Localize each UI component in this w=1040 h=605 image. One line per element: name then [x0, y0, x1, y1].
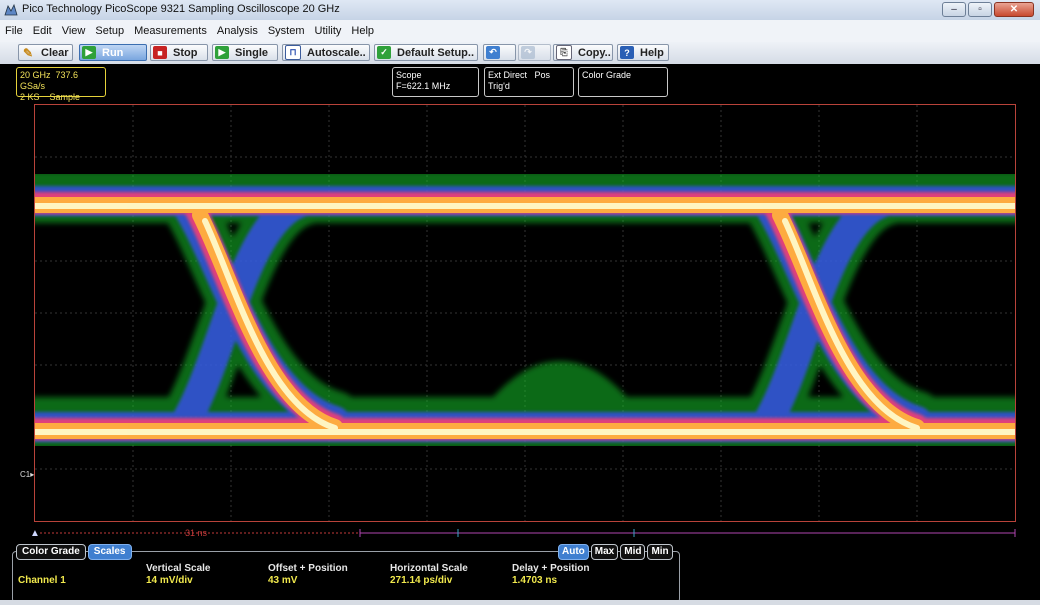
acq-mode-text: Sample	[49, 92, 81, 102]
offset-position-header: Offset + Position	[268, 563, 348, 574]
waveform-plot[interactable]	[34, 104, 1016, 522]
mode-max-button[interactable]: Max	[590, 544, 619, 560]
undo-icon: ↶	[486, 46, 500, 59]
horizontal-scale-value[interactable]: 271.14 ps/div	[390, 575, 453, 586]
mode-auto-button[interactable]: Auto	[558, 544, 589, 560]
delay-position-value[interactable]: 1.4703 ns	[512, 575, 558, 586]
stop-icon: ■	[153, 46, 167, 59]
window-bottom-border	[0, 600, 1040, 605]
menu-measurements[interactable]: Measurements	[134, 25, 207, 37]
window-title: Pico Technology PicoScope 9321 Sampling …	[22, 3, 340, 15]
help-label: Help	[640, 46, 664, 59]
grade-hot-layer	[35, 203, 1015, 435]
default-setup-label: Default Setup..	[397, 46, 475, 59]
title-bar: Pico Technology PicoScope 9321 Sampling …	[0, 0, 1040, 21]
menu-setup[interactable]: Setup	[95, 25, 125, 37]
bandwidth-text: 20 GHz	[20, 70, 51, 80]
scope-label: Scope	[396, 70, 422, 80]
redo-button[interactable]: ↷	[518, 44, 551, 61]
autoscale-button[interactable]: ⊓ Autoscale..	[282, 44, 370, 61]
help-button[interactable]: ? Help	[617, 44, 669, 61]
single-label: Single	[235, 46, 269, 59]
clear-label: Clear	[41, 46, 69, 59]
single-button[interactable]: ▶ Single	[212, 44, 278, 61]
trigger-status-box[interactable]: Ext Direct Pos Trig'd	[484, 67, 574, 97]
default-setup-button[interactable]: ✓ Default Setup..	[374, 44, 478, 61]
autoscale-label: Autoscale..	[307, 46, 366, 59]
mode-min-button[interactable]: Min	[647, 544, 673, 560]
menu-help[interactable]: Help	[351, 25, 375, 37]
record-length-text: 2 KS	[20, 92, 40, 102]
undo-button[interactable]: ↶	[483, 44, 516, 61]
copy-icon: ⎘	[556, 45, 572, 60]
menu-system[interactable]: System	[267, 25, 305, 37]
ruler-marker-label: 31 ns	[185, 528, 208, 538]
channel-marker-label: C1	[20, 470, 31, 479]
frequency-text: F=622.1 MHz	[396, 81, 451, 91]
menu-file[interactable]: File	[5, 25, 23, 37]
eye-diagram	[35, 105, 1015, 521]
status-bar: 20 GHz 737.6 GSa/s 2 KS Sample Scope F=6…	[0, 64, 1040, 102]
help-icon: ?	[620, 46, 634, 59]
trigger-slope-text: Pos	[534, 70, 551, 80]
broom-icon: ✎	[22, 45, 34, 60]
scope-display[interactable]: C1▸ ▲ 31 ns	[0, 102, 1040, 542]
channel-label[interactable]: Channel 1	[18, 575, 66, 586]
menu-bar: File Edit View Setup Measurements Analys…	[0, 20, 1040, 43]
stop-button[interactable]: ■ Stop	[150, 44, 208, 61]
menu-view[interactable]: View	[61, 25, 86, 37]
horizontal-scale-header: Horizontal Scale	[390, 563, 468, 574]
redo-icon: ↷	[521, 46, 535, 59]
menu-analysis[interactable]: Analysis	[216, 25, 258, 37]
scope-status-box[interactable]: Scope F=622.1 MHz	[392, 67, 479, 97]
trigger-source-text: Ext Direct	[488, 70, 528, 80]
tab-scales[interactable]: Scales	[87, 544, 132, 560]
display-mode-text: Color Grade	[582, 70, 632, 80]
picoscope-app-icon	[4, 3, 18, 16]
play-icon: ▶	[82, 46, 96, 59]
offset-position-value[interactable]: 43 mV	[268, 575, 298, 586]
stop-label: Stop	[173, 46, 198, 59]
single-step-icon: ▶	[215, 46, 229, 59]
trigger-state-text: Trig'd	[488, 81, 510, 91]
delay-position-header: Delay + Position	[512, 563, 590, 574]
copy-button[interactable]: ⎘ Copy..	[553, 44, 613, 61]
close-button[interactable]: ✕	[994, 2, 1034, 17]
run-button[interactable]: ▶ Run	[79, 44, 147, 61]
vertical-scale-value[interactable]: 14 mV/div	[146, 575, 193, 586]
timebase-ruler[interactable]: ▲ 31 ns	[30, 526, 1020, 540]
clear-button[interactable]: ✎ Clear	[18, 44, 73, 61]
copy-label: Copy..	[578, 46, 611, 59]
menu-edit[interactable]: Edit	[32, 25, 52, 37]
mode-mid-button[interactable]: Mid	[620, 544, 646, 560]
svg-text:▲: ▲	[30, 528, 40, 539]
run-label: Run	[102, 46, 124, 59]
vertical-scale-header: Vertical Scale	[146, 563, 211, 574]
maximize-button[interactable]: ▫	[968, 2, 992, 17]
autoscale-icon: ⊓	[285, 45, 301, 60]
graticule	[35, 105, 1015, 521]
display-mode-box[interactable]: Color Grade	[578, 67, 668, 97]
tab-color-grade[interactable]: Color Grade	[16, 544, 86, 560]
channel-1-marker[interactable]: C1▸	[20, 470, 35, 479]
toolbar: ✎ Clear ▶ Run ■ Stop ▶ Single ⊓ Autoscal…	[0, 42, 1040, 65]
acquisition-status-box[interactable]: 20 GHz 737.6 GSa/s 2 KS Sample	[16, 67, 106, 102]
minimize-button[interactable]: –	[942, 2, 966, 17]
sample-rate-text: 737.6 GSa/s	[20, 70, 79, 91]
parameter-panel: Color Grade Scales Auto Max Mid Min Vert…	[0, 542, 1040, 605]
eye-trace-layers	[35, 171, 1015, 449]
menu-utility[interactable]: Utility	[314, 25, 342, 37]
checkmark-icon: ✓	[377, 46, 391, 59]
